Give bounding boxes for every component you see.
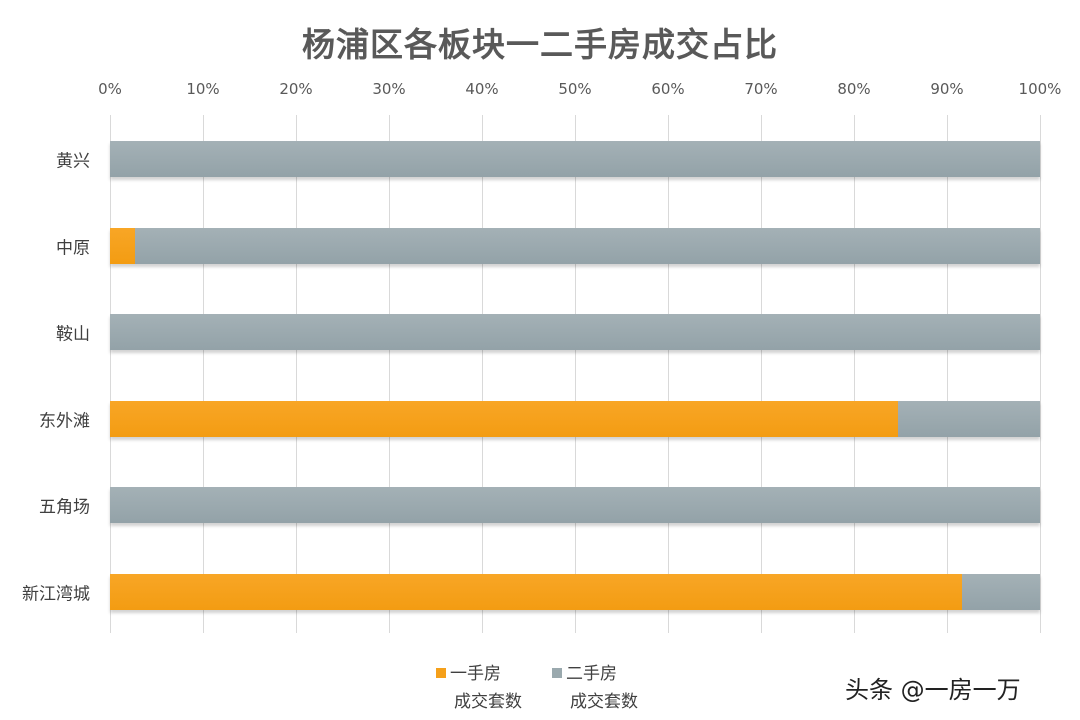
bar-segment-second-hand (110, 141, 1040, 177)
legend-swatch-icon (552, 667, 562, 678)
bar-row (110, 487, 1040, 523)
category-label: 新江湾城 (22, 584, 90, 604)
bar-segment-second-hand (897, 400, 1040, 437)
watermark: 头条 @一房一万 (845, 676, 1021, 704)
x-tick-label: 70% (744, 80, 778, 98)
legend-item-second-hand: 二手房 成交套数 (552, 660, 638, 716)
legend-swatch-icon (436, 667, 446, 678)
plot-area (110, 115, 1041, 633)
gridline (1040, 115, 1041, 633)
gridline (575, 115, 576, 633)
gridline (947, 115, 948, 633)
gridline (482, 115, 483, 633)
x-tick-label: 90% (930, 80, 964, 98)
x-tick-label: 40% (465, 80, 499, 98)
bar-segment-second-hand (961, 573, 1040, 610)
x-tick-label: 10% (186, 80, 220, 98)
bar-row (110, 227, 1040, 264)
bar-row (110, 141, 1040, 177)
category-label: 中原 (56, 238, 90, 258)
bar-segment-new (110, 227, 136, 264)
gridline (389, 115, 390, 633)
category-label: 五角场 (39, 497, 90, 518)
x-tick-label: 20% (279, 80, 313, 98)
gridline (854, 115, 855, 633)
bar-row (110, 400, 1040, 437)
gridline (668, 115, 669, 633)
bar-row (110, 314, 1040, 350)
bar-segment-second-hand (110, 314, 1040, 350)
x-tick-label: 80% (837, 80, 871, 98)
category-label: 黄兴 (56, 151, 90, 172)
x-tick-label: 0% (98, 80, 122, 98)
x-tick-label: 100% (1018, 80, 1062, 98)
bar-segment-new (110, 573, 962, 610)
category-label: 鞍山 (56, 324, 90, 345)
x-tick-label: 30% (372, 80, 406, 98)
x-tick-label: 60% (651, 80, 685, 98)
category-label: 东外滩 (39, 411, 90, 431)
legend-item-new-house: 一手房 成交套数 (436, 660, 522, 716)
bar-segment-second-hand (110, 487, 1040, 523)
bar-segment-second-hand (135, 227, 1040, 264)
bar-segment-new (110, 400, 898, 437)
x-tick-label: 50% (558, 80, 592, 98)
gridline (761, 115, 762, 633)
bar-row (110, 573, 1040, 610)
gridline (296, 115, 297, 633)
gridline (110, 115, 111, 633)
gridline (203, 115, 204, 633)
chart-title: 杨浦区各板块一二手房成交占比 (302, 25, 778, 64)
